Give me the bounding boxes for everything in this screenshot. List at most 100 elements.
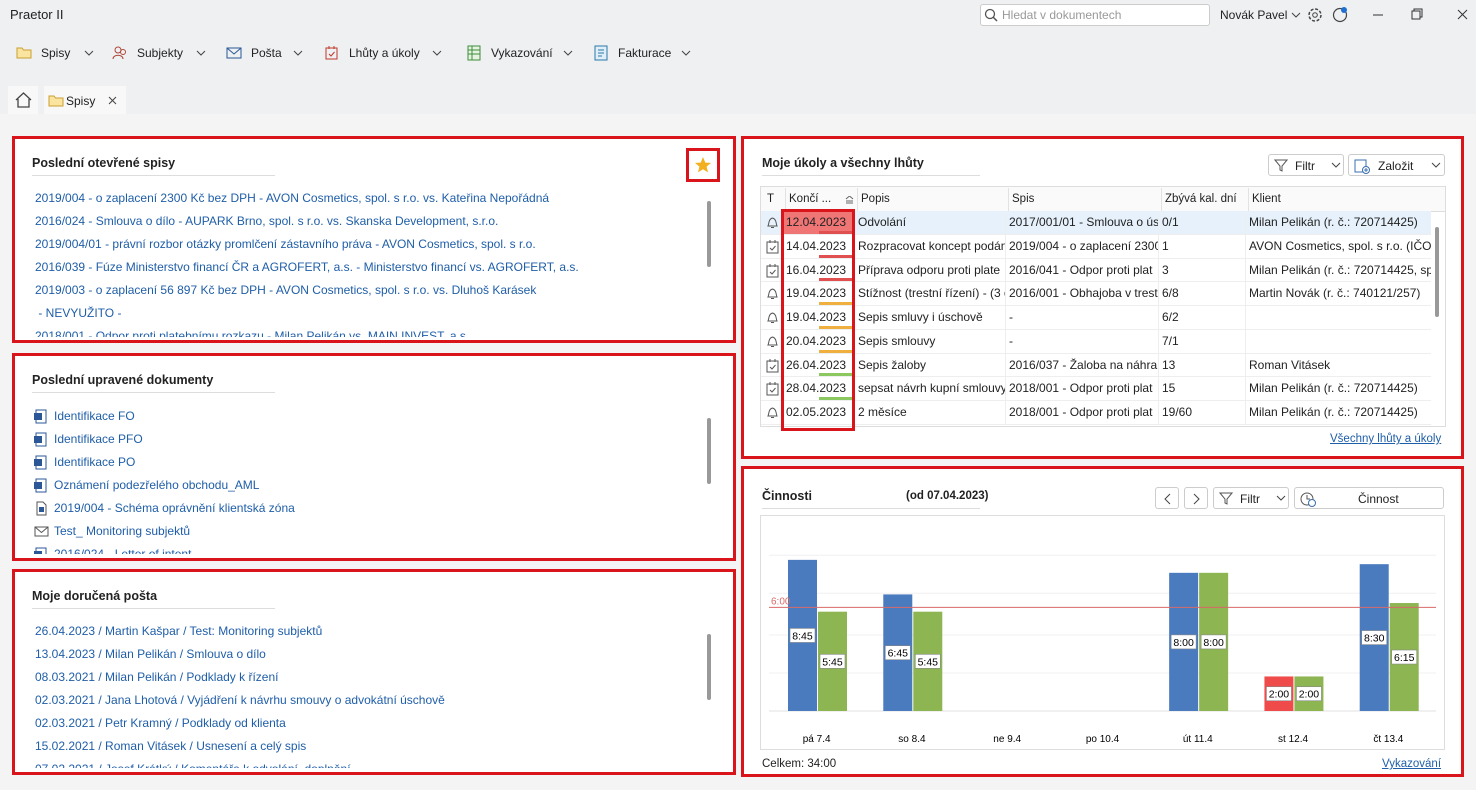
next-button[interactable] xyxy=(1184,487,1208,509)
table-row[interactable] xyxy=(761,306,1431,330)
folder-icon xyxy=(48,95,64,107)
table-cell: 13 xyxy=(1158,353,1245,377)
doc-icon xyxy=(34,526,49,537)
column-header: Končí ... xyxy=(785,188,857,211)
value-label: 5:45 xyxy=(822,656,843,668)
row-icon xyxy=(766,382,779,396)
table-row[interactable] xyxy=(761,282,1431,306)
reference-label: 6:00 xyxy=(771,596,791,607)
list: Identifikace FO Identifikace PFO Identifik… xyxy=(15,401,705,554)
doc-link[interactable]: Identifikace PO xyxy=(54,455,136,469)
activity-button[interactable]: Činnost xyxy=(1294,487,1444,509)
urgency-bar xyxy=(819,278,853,282)
table-row[interactable] xyxy=(761,401,1431,425)
favorite-box[interactable] xyxy=(686,148,720,182)
search-box[interactable]: Hledat v dokumentech xyxy=(980,4,1210,26)
urgency-bar xyxy=(819,302,853,305)
table-cell: 2016/041 - Odpor proti plat xyxy=(1005,258,1158,282)
table-cell: Příprava odporu proti plate xyxy=(854,258,1005,282)
date-column-highlight xyxy=(781,209,855,431)
search-icon xyxy=(984,8,998,22)
doc-link[interactable]: Oznámení podezřelého obchodu_AML xyxy=(54,478,260,492)
doc-link[interactable]: Identifikace PFO xyxy=(54,432,143,446)
table-cell: - xyxy=(1005,329,1158,353)
file-link[interactable]: 2019/003 - o zaplacení 56 897 Kč bez DPH… xyxy=(35,283,537,297)
chevron xyxy=(293,50,303,56)
value-label: 8:00 xyxy=(1203,637,1224,649)
menu-item[interactable]: Lhůty a úkoly xyxy=(349,46,420,60)
app-title: Praetor II xyxy=(10,7,64,22)
mail-link[interactable]: 08.03.2021 / Milan Pelikán / Podklady k … xyxy=(35,670,279,684)
value-label: 6:15 xyxy=(1394,652,1415,664)
menu-item[interactable]: Subjekty xyxy=(137,46,184,60)
next-icon xyxy=(1193,493,1200,505)
menu-item[interactable]: Vykazování xyxy=(491,46,553,60)
table-row[interactable] xyxy=(761,329,1431,354)
doc-link[interactable]: Test_ Monitoring subjektů xyxy=(54,524,191,538)
table-cell: Roman Vitásek xyxy=(1245,353,1431,377)
chevron xyxy=(1431,162,1441,168)
table-cell: 2 měsíce xyxy=(854,401,1005,424)
file-link[interactable]: 2016/024 - Smlouva o dílo - AUPARK Brno,… xyxy=(35,214,499,228)
table-cell: 15 xyxy=(1158,377,1245,401)
button-label: Filtr xyxy=(1240,492,1260,506)
table-cell: Sepis smluvy i úschově xyxy=(854,306,1005,329)
row-icon xyxy=(766,358,779,372)
x-tick-label: čt 13.4 xyxy=(1373,734,1403,745)
file-link[interactable]: 2018/001 - Odpor proti platebnímu rozkaz… xyxy=(35,329,470,337)
create-button[interactable]: Založit xyxy=(1348,154,1445,176)
file-link[interactable]: 2019/004/01 - právní rozbor otázky proml… xyxy=(35,237,536,251)
chevron xyxy=(432,50,442,56)
table-row[interactable] xyxy=(761,234,1431,259)
home-tab[interactable] xyxy=(8,86,38,114)
menu-icon xyxy=(467,45,481,61)
table-row[interactable] xyxy=(761,258,1431,283)
doc-link[interactable]: Identifikace FO xyxy=(54,409,135,423)
urgency-bar xyxy=(819,230,853,234)
table-cell: Stížnost (trestní řízení) - (3 d xyxy=(854,282,1005,306)
table-cell: 12.04.2023 xyxy=(782,211,854,234)
file-link[interactable]: 2019/004 - o zaplacení 2300 Kč bez DPH -… xyxy=(35,191,550,205)
table-cell: Odvolání xyxy=(854,211,1005,234)
menu-item[interactable]: Pošta xyxy=(251,46,282,60)
mail-link[interactable]: 15.02.2021 / Roman Vitásek / Usnesení a … xyxy=(35,739,307,753)
value-label: 8:30 xyxy=(1364,633,1385,645)
doc-link[interactable]: 2016/024 - Letter of intent xyxy=(54,547,192,554)
table-row[interactable] xyxy=(761,211,1431,235)
filter-button[interactable]: Filtr xyxy=(1213,487,1289,509)
table-cell: Milan Pelikán (r. č.: 720714425) xyxy=(1245,211,1431,234)
mail-link[interactable]: 13.04.2023 / Milan Pelikán / Smlouva o d… xyxy=(35,647,266,661)
value-label: 5:45 xyxy=(918,656,939,668)
recent-docs-panel: Poslední upravené dokumenty Identifikace… xyxy=(12,353,736,561)
reports-link[interactable]: Vykazování xyxy=(1382,758,1442,770)
row-icon xyxy=(767,217,778,228)
scrollbar xyxy=(1435,227,1439,317)
table-cell xyxy=(1245,329,1431,353)
doc-icon xyxy=(36,501,47,516)
mail-link[interactable]: 02.03.2021 / Petr Kramný / Podklady od k… xyxy=(35,716,286,730)
home-icon xyxy=(15,92,32,108)
doc-link[interactable]: 2019/004 - Schéma oprávnění klientská zó… xyxy=(54,501,295,515)
value-label-box xyxy=(1170,634,1197,650)
tab[interactable]: Spisy xyxy=(44,86,126,114)
value-label: 2:00 xyxy=(1299,689,1320,701)
mail-link[interactable]: 07.02.2021 / Josef Krátký / Komentáře k … xyxy=(35,762,351,768)
user-name: Novák Pavel xyxy=(1220,8,1288,22)
all-tasks-link[interactable]: Všechny lhůty a úkoly xyxy=(1330,433,1442,445)
file-link[interactable]: 2016/039 - Fúze Ministerstvo financí ČR … xyxy=(35,260,579,274)
prev-button[interactable] xyxy=(1155,487,1179,509)
menu-item[interactable]: Spisy xyxy=(41,46,71,60)
table-row[interactable] xyxy=(761,377,1431,401)
panel-title: Moje doručená pošta xyxy=(32,589,275,609)
close-icon[interactable] xyxy=(108,96,117,105)
mail-link[interactable]: 02.03.2021 / Jana Lhotová / Vyjádření k … xyxy=(35,693,445,707)
table-row[interactable] xyxy=(761,353,1431,378)
menu-item[interactable]: Fakturace xyxy=(618,46,672,60)
menu-icon xyxy=(325,46,338,60)
file-link[interactable]: - NEVYUŽITO - xyxy=(35,306,122,320)
filter-button[interactable]: Filtr xyxy=(1268,154,1344,176)
user-menu[interactable]: Novák Pavel xyxy=(1220,8,1301,22)
menu-icon xyxy=(112,46,126,60)
list: 2019/004 - o zaplacení 2300 Kč bez DPH -… xyxy=(15,184,705,337)
mail-link[interactable]: 26.04.2023 / Martin Kašpar / Test: Monit… xyxy=(35,624,323,638)
